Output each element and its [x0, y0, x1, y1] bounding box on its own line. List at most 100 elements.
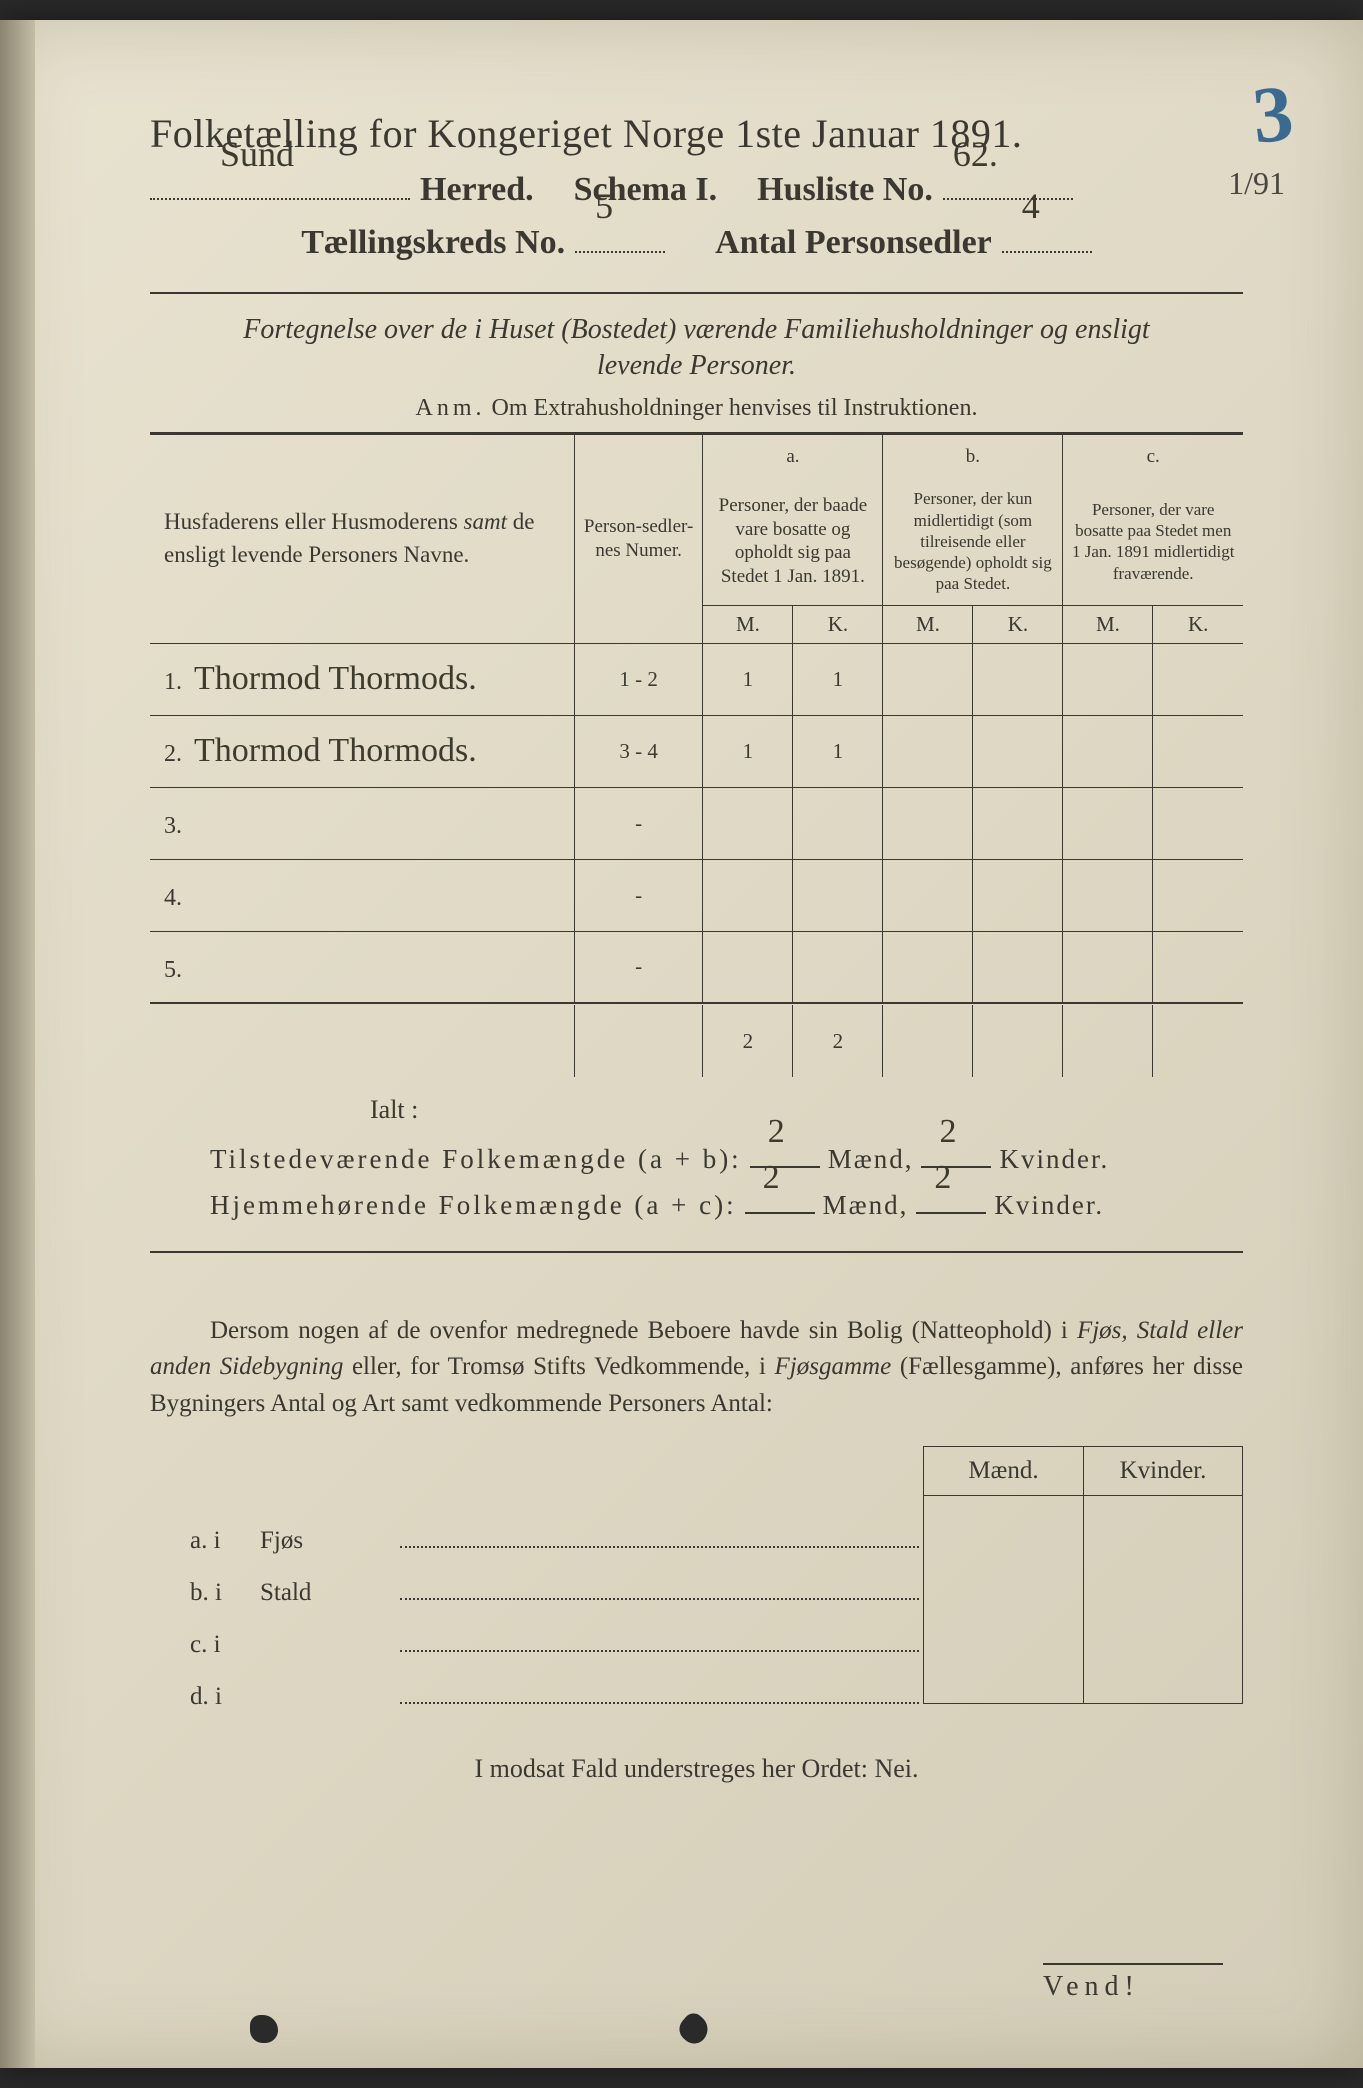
row-numer: -	[574, 787, 703, 859]
kvinder-label-2: Kvinder.	[994, 1190, 1104, 1221]
table-row: 5. -	[150, 931, 1243, 1003]
row-bk	[973, 787, 1063, 859]
para-b: eller, for Tromsø Stifts Vedkommende, i	[343, 1353, 774, 1380]
subtitle-line2: levende Personer.	[597, 350, 796, 381]
ialt-label: Ialt :	[150, 1077, 1243, 1135]
kreds-label: Tællingskreds No.	[301, 224, 565, 262]
resident-k-field: 2	[916, 1187, 986, 1214]
row-am: 1	[703, 715, 793, 787]
row-name: 3.	[150, 787, 574, 859]
dw-dots	[400, 1546, 919, 1548]
col-a-text: Personer, der baade vare bosatte og opho…	[703, 478, 883, 605]
nei-line: I modsat Fald understreges her Ordet: Ne…	[150, 1754, 1243, 1784]
row-bk	[973, 643, 1063, 715]
col-bm: M.	[883, 605, 973, 643]
household-table: Husfaderens eller Husmoderens samt de en…	[150, 432, 1243, 1078]
col-numer: Person-sedler-nes Numer.	[574, 433, 703, 643]
dwelling-table-head: Mænd. Kvinder.	[150, 1446, 1243, 1496]
row-ck	[1153, 643, 1243, 715]
antal-label: Antal Personsedler	[715, 224, 992, 262]
summary-resident-label: Hjemmehørende Folkemængde (a + c):	[210, 1190, 737, 1221]
col-bk: K.	[973, 605, 1063, 643]
col-cm: M.	[1063, 605, 1153, 643]
kvinder-label: Kvinder.	[999, 1144, 1109, 1175]
row-ck	[1153, 859, 1243, 931]
husliste-field: 62.	[943, 163, 1073, 200]
table-row: 1. Thormod Thormods.1 - 211	[150, 643, 1243, 715]
row-cm	[1063, 643, 1153, 715]
kreds-field: 5	[575, 215, 665, 252]
resident-k: 2	[934, 1159, 953, 1197]
divider	[150, 292, 1243, 294]
blue-crayon-number: 3	[1249, 68, 1297, 162]
para-i2: Fjøsgamme	[775, 1353, 892, 1380]
row-numer: 3 - 4	[574, 715, 703, 787]
anm-text: Om Extrahusholdninger henvises til Instr…	[492, 395, 978, 421]
col-b-text: Personer, der kun midlertidigt (som tilr…	[883, 478, 1063, 605]
dw-m	[923, 1548, 1083, 1600]
subtitle-line1: Fortegnelse over de i Huset (Bostedet) v…	[243, 314, 1149, 345]
dw-k	[1083, 1652, 1243, 1704]
present-m: 2	[768, 1113, 787, 1151]
antal-value: 4	[1022, 185, 1040, 227]
dw-txt: Fjøs	[260, 1527, 400, 1555]
dwelling-paragraph: Dersom nogen af de ovenfor medregnede Be…	[150, 1313, 1243, 1422]
resident-m: 2	[763, 1159, 782, 1197]
col-names: Husfaderens eller Husmoderens samt de en…	[150, 433, 574, 643]
present-k-field: 2	[921, 1141, 991, 1168]
header-row-kreds: Tællingskreds No. 5 Antal Personsedler 4	[150, 215, 1243, 261]
dw-dots	[400, 1650, 919, 1652]
row-name: 1. Thormod Thormods.	[150, 643, 574, 715]
row-ak: 1	[793, 715, 883, 787]
census-form-page: 3 1/91 Folketælling for Kongeriget Norge…	[0, 20, 1363, 2068]
anm-note: Anm. Om Extrahusholdninger henvises til …	[150, 395, 1243, 422]
row-name: 5.	[150, 931, 574, 1003]
row-ck	[1153, 715, 1243, 787]
col-am: M.	[703, 605, 793, 643]
dwelling-row: c. i	[150, 1600, 1243, 1652]
row-cm	[1063, 859, 1153, 931]
dwelling-row: b. iStald	[150, 1548, 1243, 1600]
dw-lab: d. i	[150, 1683, 260, 1711]
vend-label: Vend!	[1043, 1963, 1223, 2003]
row-am	[703, 787, 793, 859]
antal-field: 4	[1002, 215, 1092, 252]
present-k: 2	[939, 1113, 958, 1151]
row-bk	[973, 931, 1063, 1003]
row-bk	[973, 715, 1063, 787]
resident-m-field: 2	[745, 1187, 815, 1214]
row-name: 2. Thormod Thormods.	[150, 715, 574, 787]
table-row: 2. Thormod Thormods.3 - 411	[150, 715, 1243, 787]
dw-lab: b. i	[150, 1579, 260, 1607]
row-bm	[883, 931, 973, 1003]
dw-lab: a. i	[150, 1527, 260, 1555]
dw-dots	[400, 1598, 919, 1600]
row-cm	[1063, 931, 1153, 1003]
table-row: 3. -	[150, 787, 1243, 859]
dw-k	[1083, 1496, 1243, 1548]
bt-maend: Mænd.	[923, 1446, 1083, 1496]
col-c-text: Personer, der vare bosatte paa Stedet me…	[1063, 478, 1243, 605]
row-cm	[1063, 787, 1153, 859]
subtitle: Fortegnelse over de i Huset (Bostedet) v…	[150, 312, 1243, 385]
col-ck: K.	[1153, 605, 1243, 643]
col-ak: K.	[793, 605, 883, 643]
row-ck	[1153, 787, 1243, 859]
col-b-label: b.	[883, 433, 1063, 478]
totals-row: 22	[150, 1005, 1243, 1077]
header-row-herred: Sund Herred. Schema I. Husliste No. 62.	[150, 163, 1243, 209]
kreds-value: 5	[595, 185, 613, 227]
row-am: 1	[703, 643, 793, 715]
total-ak: 2	[793, 1005, 883, 1077]
dw-txt: Stald	[260, 1579, 400, 1607]
table-row: 4. -	[150, 859, 1243, 931]
dw-lab: c. i	[150, 1631, 260, 1659]
row-numer: 1 - 2	[574, 643, 703, 715]
row-am	[703, 859, 793, 931]
present-m-field: 2	[750, 1141, 820, 1168]
col-c-label: c.	[1063, 433, 1243, 478]
row-ak	[793, 787, 883, 859]
anm-label: Anm.	[416, 395, 486, 421]
bt-kvinder: Kvinder.	[1083, 1446, 1243, 1496]
row-bm	[883, 787, 973, 859]
